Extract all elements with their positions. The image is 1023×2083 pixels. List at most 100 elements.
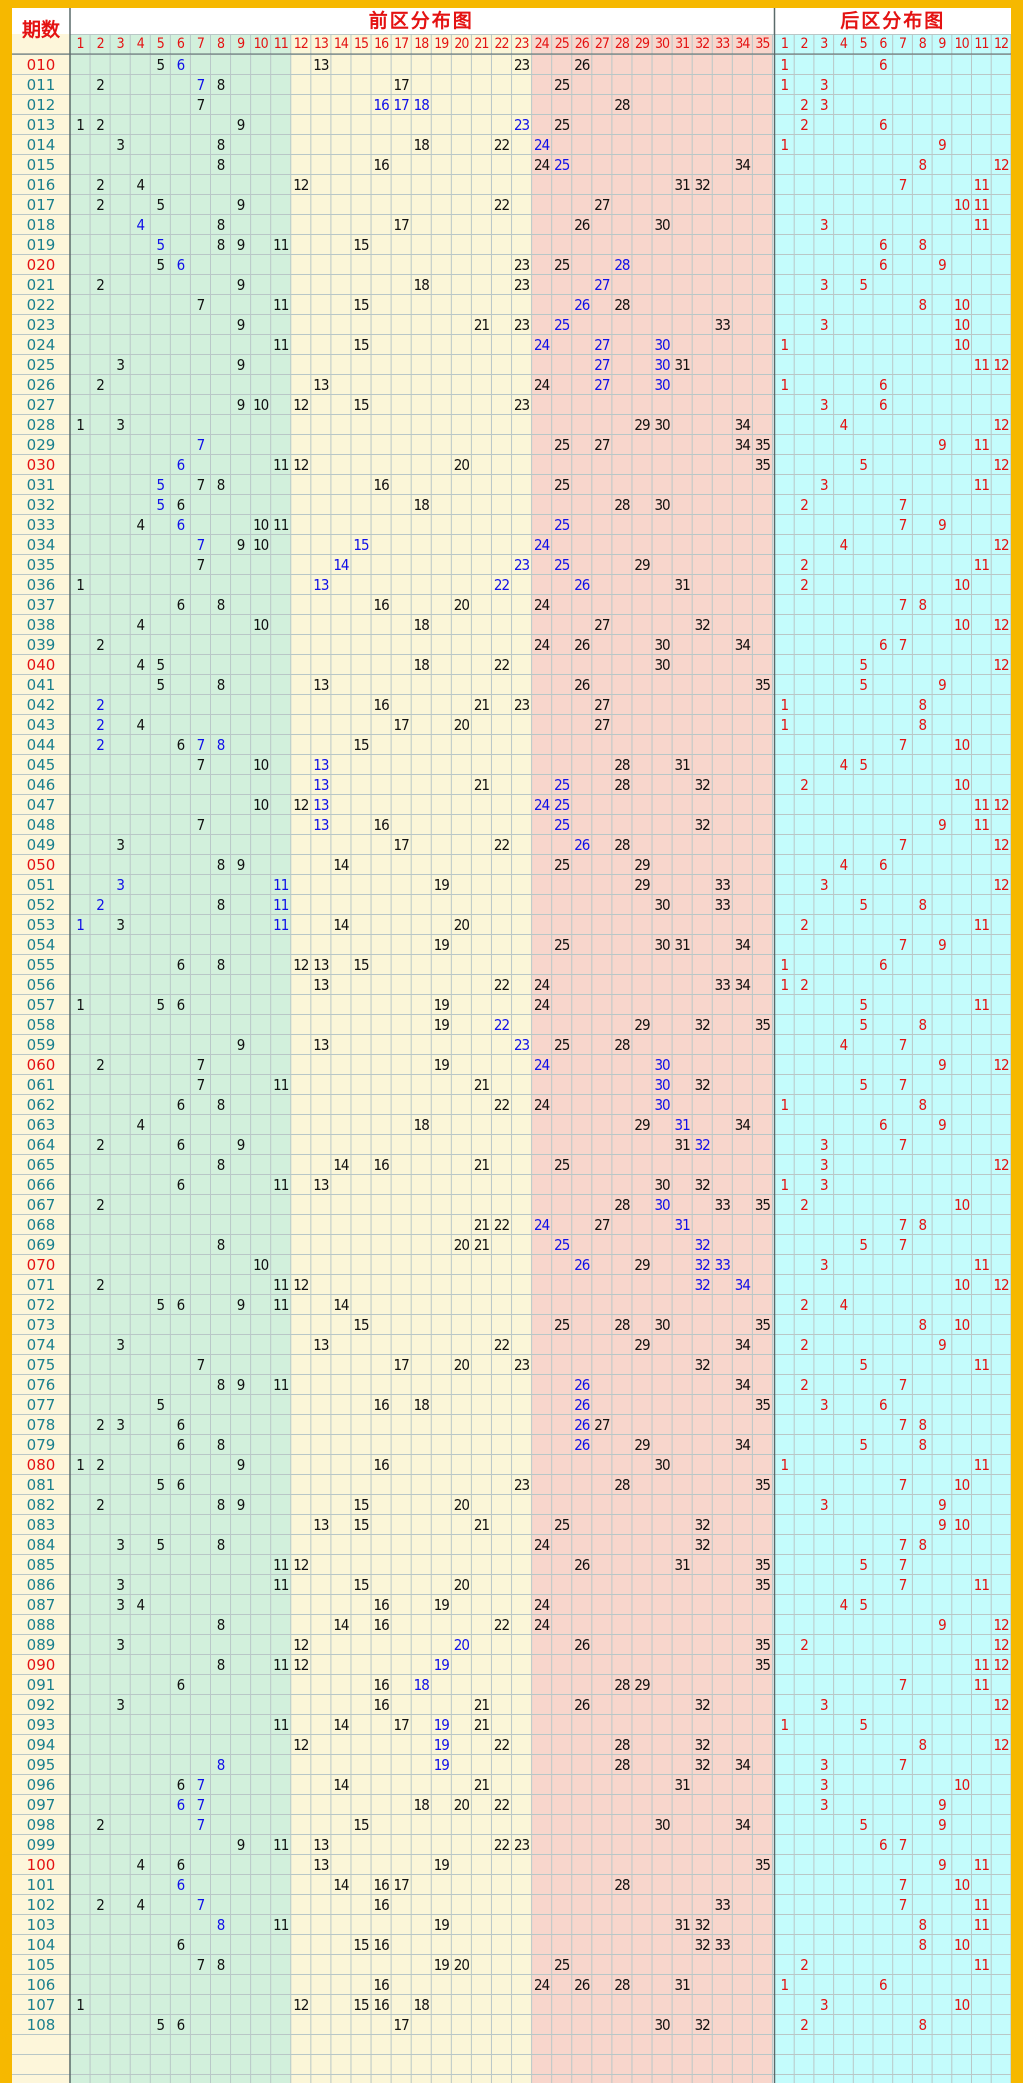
back-column-number: 10: [954, 36, 970, 52]
front-column-number: 13: [313, 36, 329, 52]
back-column-number: 1: [780, 36, 789, 52]
front-number: 31: [674, 1775, 691, 1794]
front-number: 32: [694, 1695, 711, 1714]
front-number: 29: [634, 555, 650, 574]
back-number: 3: [819, 215, 829, 234]
front-number: 8: [216, 1435, 226, 1454]
front-number: 15: [353, 1315, 369, 1334]
front-number: 24: [534, 1535, 550, 1554]
issue-number: 069: [26, 1235, 56, 1254]
front-number-repeat: 15: [353, 535, 369, 554]
front-number: 30: [654, 1175, 670, 1194]
front-number: 32: [694, 815, 711, 834]
front-number-repeat: 32: [694, 1135, 711, 1154]
front-number: 4: [136, 1855, 145, 1874]
front-number: 1: [76, 995, 85, 1014]
front-number: 15: [353, 1935, 369, 1954]
front-number: 1: [76, 415, 85, 434]
front-number: 2: [96, 1135, 105, 1154]
front-number: 13: [313, 55, 329, 74]
front-number: 16: [373, 1455, 389, 1474]
back-number: 9: [938, 1055, 947, 1074]
back-number: 10: [954, 1275, 970, 1294]
back-number: 9: [938, 1335, 947, 1354]
front-number: 6: [176, 1095, 186, 1114]
front-number: 25: [554, 435, 570, 454]
front-column-number: 31: [675, 36, 690, 52]
front-number: 20: [453, 1575, 470, 1594]
front-number: 33: [714, 975, 731, 994]
issue-number: 026: [26, 375, 56, 394]
front-number: 19: [433, 875, 450, 894]
front-number: 34: [734, 435, 751, 454]
issue-number: 071: [26, 1275, 56, 1294]
front-number-repeat: 19: [433, 1715, 450, 1734]
issue-number: 075: [26, 1355, 56, 1374]
front-number: 21: [473, 1715, 490, 1734]
back-column-number: 4: [839, 36, 848, 52]
front-number: 35: [754, 435, 771, 454]
issue-number: 019: [26, 235, 56, 254]
front-number: 25: [554, 1155, 570, 1174]
back-number: 7: [898, 1235, 908, 1254]
front-number-repeat: 7: [196, 1815, 206, 1834]
front-number: 14: [333, 1775, 349, 1794]
back-number: 12: [993, 455, 1009, 474]
back-number: 1: [780, 1715, 790, 1734]
front-number: 29: [634, 1335, 650, 1354]
front-number: 24: [534, 635, 550, 654]
front-number-repeat: 26: [574, 1415, 590, 1434]
front-number: 9: [236, 535, 246, 554]
front-number: 35: [754, 1395, 771, 1414]
front-number-repeat: 6: [176, 1795, 186, 1814]
front-number: 6: [176, 1675, 186, 1694]
back-number: 10: [954, 1475, 970, 1494]
front-number: 26: [574, 675, 590, 694]
back-number: 2: [800, 115, 809, 134]
front-number: 31: [674, 1555, 691, 1574]
front-number: 21: [473, 695, 490, 714]
front-number: 24: [534, 995, 550, 1014]
front-number: 16: [373, 1155, 389, 1174]
front-number: 2: [96, 1455, 105, 1474]
back-number: 1: [780, 55, 790, 74]
issue-number: 101: [26, 1875, 56, 1894]
front-number: 12: [293, 1275, 309, 1294]
front-number-repeat: 22: [493, 1015, 510, 1034]
front-number: 27: [594, 1215, 610, 1234]
front-number: 2: [96, 115, 105, 134]
front-number: 7: [196, 1075, 206, 1094]
front-column-number: 20: [454, 36, 469, 52]
front-number: 12: [293, 175, 309, 194]
front-number: 28: [614, 835, 630, 854]
back-number: 8: [918, 1315, 927, 1334]
back-number: 1: [780, 1175, 790, 1194]
front-number: 15: [353, 1815, 369, 1834]
front-number: 17: [393, 75, 410, 94]
back-number: 7: [898, 1575, 908, 1594]
issue-number: 022: [26, 295, 56, 314]
front-number: 11: [273, 1375, 289, 1394]
front-column-number: 3: [116, 36, 125, 52]
front-number-repeat: 7: [196, 1775, 206, 1794]
front-number-repeat: 7: [196, 1795, 206, 1814]
front-number-repeat: 24: [534, 135, 550, 154]
front-number: 32: [694, 2015, 711, 2034]
front-number: 11: [273, 335, 289, 354]
front-number: 25: [554, 75, 570, 94]
front-number-repeat: 26: [574, 1435, 590, 1454]
issue-number: 093: [26, 1715, 56, 1734]
front-number: 9: [236, 1375, 246, 1394]
front-number: 20: [453, 1955, 470, 1974]
front-number: 8: [216, 675, 226, 694]
front-number: 27: [594, 435, 610, 454]
back-number: 7: [898, 1075, 908, 1094]
back-number: 4: [839, 1595, 849, 1614]
front-number: 15: [353, 295, 369, 314]
issue-number: 065: [26, 1155, 56, 1174]
front-number: 9: [236, 1835, 246, 1854]
front-number: 20: [453, 595, 470, 614]
front-number: 25: [554, 1955, 570, 1974]
back-number: 11: [973, 815, 990, 834]
issue-number: 027: [26, 395, 56, 414]
